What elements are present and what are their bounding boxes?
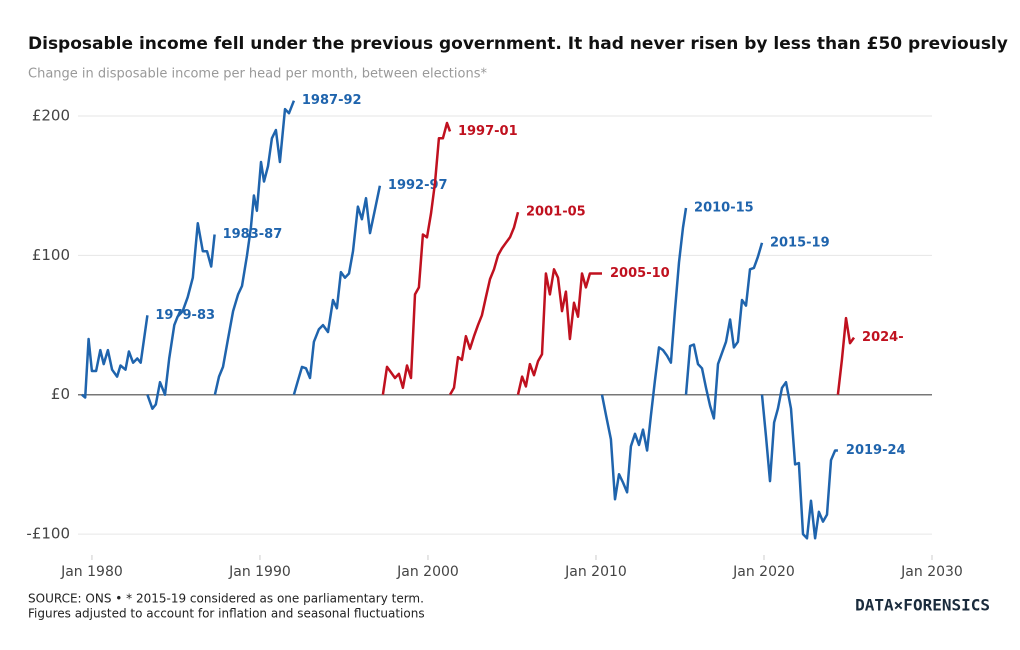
series-line	[146, 222, 216, 410]
series-label: 1987-92	[302, 93, 362, 108]
series-label: 2010-15	[694, 201, 754, 216]
series-line	[81, 315, 149, 399]
x-tick-label: Jan 2020	[732, 564, 795, 580]
x-tick-label: Jan 2010	[564, 564, 627, 580]
y-tick-label: -£100	[26, 525, 70, 543]
x-tick-label: Jan 2000	[396, 564, 459, 580]
series-label: 1983-87	[223, 227, 283, 242]
series-line	[600, 207, 688, 501]
x-tick-label: Jan 1980	[60, 564, 123, 580]
series-label: 2024-	[862, 330, 904, 345]
series-line	[213, 100, 296, 395]
series-line	[448, 211, 520, 396]
source-note: SOURCE: ONS • * 2015-19 considered as on…	[28, 592, 424, 606]
y-tick-label: £0	[51, 385, 70, 403]
series-label: 2005-10	[610, 266, 670, 281]
series-line	[684, 242, 764, 420]
series-line	[760, 380, 838, 540]
series-line	[292, 185, 382, 396]
source-note: Figures adjusted to account for inflatio…	[28, 607, 425, 621]
chart-subtitle: Change in disposable income per head per…	[28, 67, 487, 82]
y-tick-label: £100	[32, 246, 70, 264]
chart-title: Disposable income fell under the previou…	[28, 34, 1008, 54]
series-line	[381, 121, 452, 395]
series-line	[836, 316, 856, 395]
series-label: 2001-05	[526, 205, 586, 220]
series-line	[516, 268, 602, 395]
x-tick-label: Jan 1990	[228, 564, 291, 580]
logo: DATA×FORENSICS	[855, 596, 990, 615]
series-label: 1997-01	[458, 124, 518, 139]
series-label: 1979-83	[155, 308, 215, 323]
series-label: 2015-19	[770, 235, 830, 250]
series-label: 2019-24	[846, 443, 906, 458]
series-label: 1992-97	[388, 178, 448, 193]
y-tick-label: £200	[32, 107, 70, 125]
x-tick-label: Jan 2030	[900, 564, 963, 580]
